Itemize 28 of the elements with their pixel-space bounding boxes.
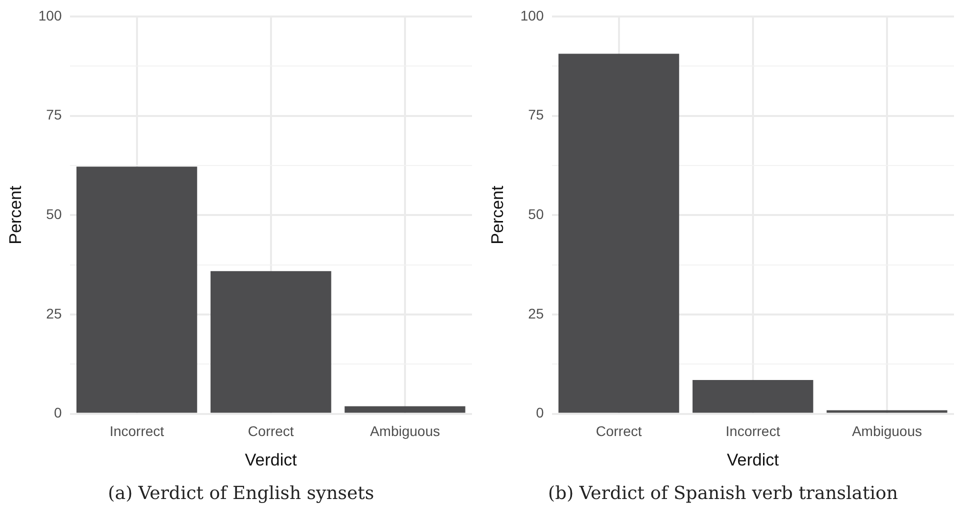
y-tick-label: 100 — [520, 7, 544, 24]
bar — [76, 166, 198, 413]
bar — [558, 54, 680, 413]
y-tick-label: 0 — [54, 404, 62, 421]
y-tick-label: 25 — [528, 305, 544, 322]
bar — [692, 380, 814, 413]
x-tick-label: Ambiguous — [852, 423, 922, 440]
y-axis-title: Percent — [6, 186, 25, 244]
y-tick-label: 0 — [536, 404, 544, 421]
bar — [210, 271, 332, 413]
x-axis-title: Verdict — [244, 450, 298, 470]
x-tick-label: Ambiguous — [370, 423, 440, 440]
bar — [344, 406, 466, 413]
y-tick-label: 25 — [46, 305, 62, 322]
y-tick-label: 100 — [38, 7, 62, 24]
bar — [826, 410, 948, 413]
x-axis-title: Verdict — [726, 450, 780, 470]
x-tick-label: Correct — [248, 423, 294, 440]
y-tick-label: 75 — [528, 106, 544, 123]
x-tick-label: Correct — [596, 423, 642, 440]
x-tick-label: Incorrect — [726, 423, 780, 440]
y-tick-label: 50 — [46, 206, 62, 222]
y-tick-label: 75 — [46, 106, 62, 123]
x-tick-label: Incorrect — [110, 423, 164, 440]
y-axis-title: Percent — [488, 186, 507, 244]
text: (a) Verdict of English synsets — [106, 483, 376, 504]
text: (b) Verdict of Spanish verb translation — [547, 483, 899, 504]
y-tick-label: 50 — [528, 206, 544, 222]
